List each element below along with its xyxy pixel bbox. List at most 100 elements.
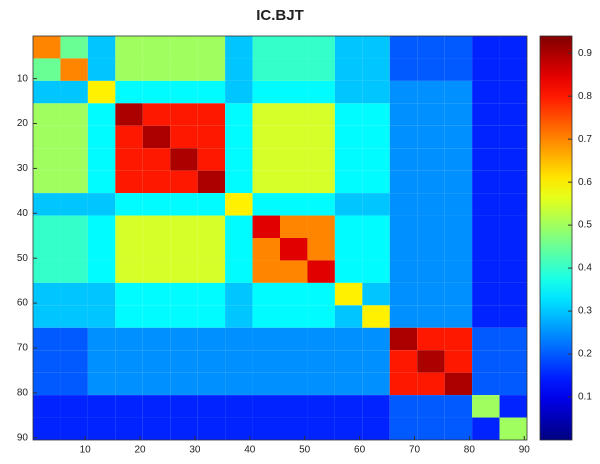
heat-cell xyxy=(142,372,171,396)
heat-cell xyxy=(252,372,280,396)
heat-cell xyxy=(225,58,253,81)
heat-cell xyxy=(115,417,143,440)
x-tick-label: 90 xyxy=(519,445,531,456)
heat-cell xyxy=(362,170,390,194)
heat-cell xyxy=(472,372,500,396)
heat-cell xyxy=(472,215,500,238)
heat-cell xyxy=(225,36,253,59)
heat-cell xyxy=(225,193,253,216)
heat-cell xyxy=(60,350,88,373)
heat-cell xyxy=(87,238,116,261)
heat-cell xyxy=(87,305,116,328)
colorbar-tick-label: 0.9 xyxy=(578,48,592,59)
heat-cell xyxy=(280,215,308,238)
heat-cell xyxy=(307,125,335,149)
heat-cell xyxy=(280,58,308,81)
y-tick-label: 30 xyxy=(17,163,29,174)
heat-cell xyxy=(499,372,527,396)
heat-cell xyxy=(225,282,253,306)
heat-cell xyxy=(33,58,61,81)
heat-cell xyxy=(472,36,500,59)
heat-cell xyxy=(444,215,473,238)
heat-cell xyxy=(444,417,473,440)
heat-cell xyxy=(170,372,198,396)
heat-cell xyxy=(444,80,473,104)
heat-cell xyxy=(444,305,473,328)
heat-cell xyxy=(280,80,308,104)
heat-cell xyxy=(60,282,88,306)
heat-cell xyxy=(33,305,61,328)
heat-cell xyxy=(142,305,171,328)
heat-cell xyxy=(472,395,500,418)
heat-cell xyxy=(197,193,226,216)
heat-cell xyxy=(334,215,363,238)
heat-cell xyxy=(472,350,500,373)
heat-cell xyxy=(472,282,500,306)
heat-cell xyxy=(280,170,308,194)
colorbar-tick-label: 0.7 xyxy=(578,134,592,145)
heat-cell xyxy=(362,238,390,261)
heat-cell xyxy=(307,282,335,306)
heat-cell xyxy=(197,58,226,81)
heat-cell xyxy=(472,260,500,283)
heat-cell xyxy=(197,305,226,328)
heat-cell xyxy=(417,260,445,283)
heat-cell xyxy=(417,170,445,194)
heat-cell xyxy=(60,417,88,440)
heat-cell xyxy=(444,395,473,418)
heat-cell xyxy=(115,36,143,59)
heat-cell xyxy=(225,305,253,328)
heat-cell xyxy=(444,125,473,149)
heat-cell xyxy=(389,417,418,440)
heat-cell xyxy=(307,372,335,396)
heat-cell xyxy=(334,148,363,171)
heat-cell xyxy=(87,36,116,59)
heat-cell xyxy=(389,282,418,306)
colorbar xyxy=(539,35,573,441)
heat-cell xyxy=(280,327,308,351)
heat-cell xyxy=(307,215,335,238)
heat-cell xyxy=(87,80,116,104)
heat-cell xyxy=(142,282,171,306)
heat-cell xyxy=(307,238,335,261)
heat-cell xyxy=(87,417,116,440)
heat-cell xyxy=(389,327,418,351)
heat-cell xyxy=(334,238,363,261)
heat-cell xyxy=(417,350,445,373)
heat-cell xyxy=(115,80,143,104)
heat-cell xyxy=(444,193,473,216)
heat-cell xyxy=(115,238,143,261)
heat-cell xyxy=(389,305,418,328)
heat-cell xyxy=(444,58,473,81)
heat-cell xyxy=(389,260,418,283)
heat-cell xyxy=(307,170,335,194)
heat-cell xyxy=(115,372,143,396)
heat-cell xyxy=(142,327,171,351)
heat-cell xyxy=(444,260,473,283)
heat-cell xyxy=(142,80,171,104)
heat-cell xyxy=(334,193,363,216)
heat-cell xyxy=(499,350,527,373)
heat-cell xyxy=(197,80,226,104)
heat-cell xyxy=(334,350,363,373)
heat-cell xyxy=(60,80,88,104)
heat-cell xyxy=(60,238,88,261)
heat-cell xyxy=(115,305,143,328)
heat-cell xyxy=(334,395,363,418)
heat-cell xyxy=(115,193,143,216)
heat-cell xyxy=(334,36,363,59)
heat-cell xyxy=(280,193,308,216)
heat-cell xyxy=(444,36,473,59)
heat-cell xyxy=(334,305,363,328)
heat-cell xyxy=(115,58,143,81)
heat-cell xyxy=(472,148,500,171)
heat-cell xyxy=(60,305,88,328)
heat-cell xyxy=(499,80,527,104)
colorbar-tick-label: 0.3 xyxy=(578,306,592,317)
heat-cell xyxy=(87,395,116,418)
heat-cell xyxy=(280,350,308,373)
heat-cell xyxy=(499,103,527,126)
chart-title: IC.BJT xyxy=(256,7,304,24)
heat-cell xyxy=(280,238,308,261)
heat-cell xyxy=(334,103,363,126)
